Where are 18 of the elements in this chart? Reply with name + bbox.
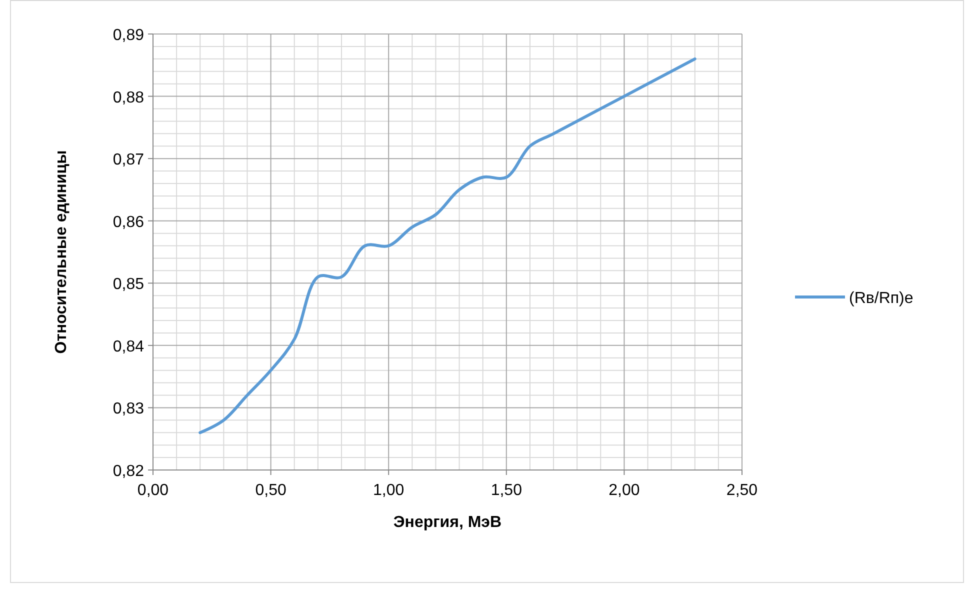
y-tick-label: 0,85 — [112, 276, 144, 294]
y-tick-label: 0,82 — [112, 463, 144, 480]
x-tick-label: 2,00 — [608, 482, 640, 499]
x-tick-label: 1,50 — [490, 482, 522, 499]
y-tick-label: 0,87 — [112, 152, 144, 169]
x-tick-label: 0,50 — [255, 482, 286, 499]
x-tick-label: 0,00 — [137, 482, 169, 499]
y-tick-label: 0,88 — [112, 89, 144, 106]
y-tick-label: 0,84 — [112, 338, 144, 356]
y-axis-title: Относительные единицы — [53, 150, 70, 354]
legend-label: (Rв/Rп)e — [849, 290, 914, 307]
y-tick-label: 0,83 — [112, 400, 144, 418]
line-series — [198, 57, 696, 434]
x-axis-title: Энергия, МэВ — [393, 514, 502, 531]
x-tick-label: 2,50 — [726, 482, 758, 499]
y-tick-label: 0,89 — [112, 27, 144, 44]
x-tick-label: 1,00 — [373, 482, 404, 499]
y-tick-label: 0,86 — [112, 214, 144, 231]
